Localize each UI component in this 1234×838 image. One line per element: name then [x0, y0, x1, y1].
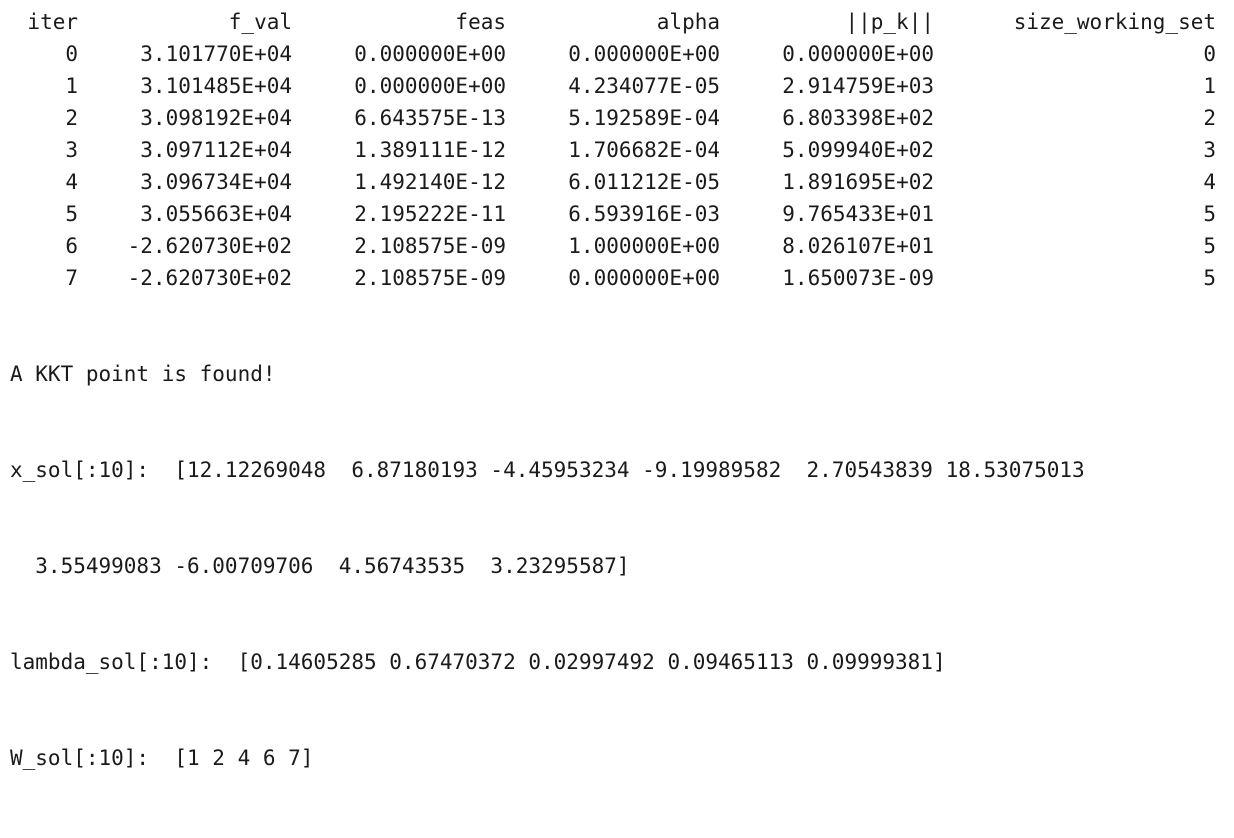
table-row: 6 -2.620730E+02 2.108575E-09 1.000000E+0…	[0, 230, 1216, 262]
cell-iter: 0	[65, 42, 78, 66]
cell-alpha: 1.000000E+00	[568, 234, 720, 258]
cell-size-working-set: 5	[1203, 202, 1216, 226]
cell-alpha: 0.000000E+00	[568, 42, 720, 66]
cell-iter: 1	[65, 74, 78, 98]
cell-f-val: 3.055663E+04	[140, 202, 292, 226]
cell-alpha: 4.234077E-05	[568, 74, 720, 98]
cell-size-working-set: 5	[1203, 234, 1216, 258]
cell-f-val: 3.101485E+04	[140, 74, 292, 98]
header-feas: feas	[455, 10, 506, 34]
cell-size-working-set: 1	[1203, 74, 1216, 98]
cell-iter: 2	[65, 106, 78, 130]
cell-p-k-norm: 1.891695E+02	[782, 170, 934, 194]
table-row: 1 3.101485E+04 0.000000E+00 4.234077E-05…	[0, 70, 1216, 102]
cell-feas: 2.108575E-09	[354, 234, 506, 258]
header-alpha: alpha	[656, 10, 720, 34]
cell-iter: 7	[65, 266, 78, 290]
cell-p-k-norm: 8.026107E+01	[782, 234, 934, 258]
cell-alpha: 5.192589E-04	[568, 106, 720, 130]
x-sol-line-2: 3.55499083 -6.00709706 4.56743535 3.2329…	[10, 554, 630, 578]
cell-size-working-set: 0	[1203, 42, 1216, 66]
cell-p-k-norm: 1.650073E-09	[782, 266, 934, 290]
cell-feas: 0.000000E+00	[354, 42, 506, 66]
cell-size-working-set: 4	[1203, 170, 1216, 194]
cell-output: iter f_val feas alpha ||p_k|| size_worki…	[0, 6, 1216, 770]
iteration-table: iter f_val feas alpha ||p_k|| size_worki…	[0, 6, 1216, 294]
cell-iter: 4	[65, 170, 78, 194]
cell-feas: 6.643575E-13	[354, 106, 506, 130]
cell-alpha: 6.011212E-05	[568, 170, 720, 194]
cell-feas: 1.389111E-12	[354, 138, 506, 162]
cell-f-val: 3.096734E+04	[140, 170, 292, 194]
table-row: 0 3.101770E+04 0.000000E+00 0.000000E+00…	[0, 38, 1216, 70]
header-p-k-norm: ||p_k||	[845, 10, 934, 34]
cell-f-val: 3.101770E+04	[140, 42, 292, 66]
table-row: 2 3.098192E+04 6.643575E-13 5.192589E-04…	[0, 102, 1216, 134]
x-sol-line-1: x_sol[:10]: [12.12269048 6.87180193 -4.4…	[10, 458, 1085, 482]
table-row: 5 3.055663E+04 2.195222E-11 6.593916E-03…	[0, 198, 1216, 230]
cell-iter: 3	[65, 138, 78, 162]
cell-p-k-norm: 5.099940E+02	[782, 138, 934, 162]
cell-feas: 0.000000E+00	[354, 74, 506, 98]
header-iter: iter	[27, 10, 78, 34]
table-row: 3 3.097112E+04 1.389111E-12 1.706682E-04…	[0, 134, 1216, 166]
table-row: 4 3.096734E+04 1.492140E-12 6.011212E-05…	[0, 166, 1216, 198]
cell-size-working-set: 2	[1203, 106, 1216, 130]
cell-alpha: 1.706682E-04	[568, 138, 720, 162]
cell-f-val: 3.098192E+04	[140, 106, 292, 130]
cell-f-val: -2.620730E+02	[127, 234, 292, 258]
cell-alpha: 6.593916E-03	[568, 202, 720, 226]
cell-p-k-norm: 0.000000E+00	[782, 42, 934, 66]
cell-p-k-norm: 2.914759E+03	[782, 74, 934, 98]
header-f-val: f_val	[228, 10, 292, 34]
kkt-found-message: A KKT point is found!	[10, 362, 276, 386]
table-header-row: iter f_val feas alpha ||p_k|| size_worki…	[0, 6, 1216, 38]
cell-f-val: -2.620730E+02	[127, 266, 292, 290]
lambda-sol-line: lambda_sol[:10]: [0.14605285 0.67470372 …	[10, 650, 946, 674]
cell-iter: 5	[65, 202, 78, 226]
cell-feas: 2.195222E-11	[354, 202, 506, 226]
cell-size-working-set: 5	[1203, 266, 1216, 290]
printed-output: A KKT point is found! x_sol[:10]: [12.12…	[10, 294, 1085, 838]
cell-iter: 6	[65, 234, 78, 258]
cell-f-val: 3.097112E+04	[140, 138, 292, 162]
cell-feas: 1.492140E-12	[354, 170, 506, 194]
cell-alpha: 0.000000E+00	[568, 266, 720, 290]
cell-size-working-set: 3	[1203, 138, 1216, 162]
cell-p-k-norm: 9.765433E+01	[782, 202, 934, 226]
w-sol-line: W_sol[:10]: [1 2 4 6 7]	[10, 746, 314, 770]
cell-feas: 2.108575E-09	[354, 266, 506, 290]
table-row: 7 -2.620730E+02 2.108575E-09 0.000000E+0…	[0, 262, 1216, 294]
header-size-working-set: size_working_set	[1013, 10, 1216, 34]
cell-p-k-norm: 6.803398E+02	[782, 106, 934, 130]
